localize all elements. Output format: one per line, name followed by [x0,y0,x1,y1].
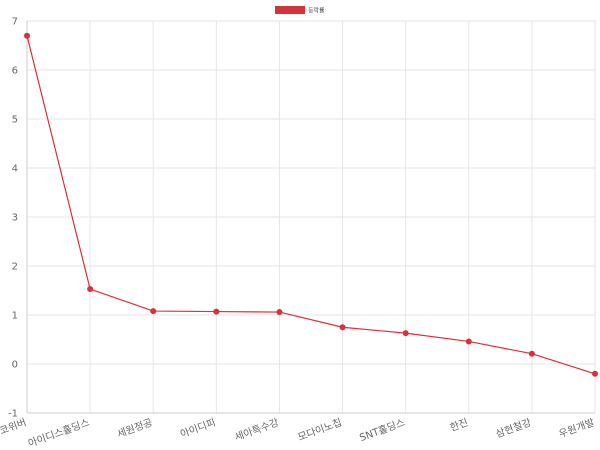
x-tick-label: 아이디피 [179,417,218,441]
data-point[interactable] [24,32,30,39]
data-point[interactable] [213,308,220,315]
y-tick-label: 2 [12,262,18,273]
y-tick-label: 7 [12,17,18,28]
x-tick-label: 모다이노칩 [296,417,343,444]
y-tick-label: 5 [12,115,18,126]
x-tick-label: 삼현철강 [494,417,533,441]
legend-label: 등락률 [308,7,325,15]
legend-swatch [275,6,305,14]
series-group [24,32,598,377]
legend[interactable]: 등락률 [275,6,325,15]
y-tick-label: 1 [12,311,18,322]
data-point[interactable] [465,338,472,345]
y-axis: -1 0 1 2 3 4 5 6 7 [8,17,28,420]
x-tick-label: 한진 [448,417,469,435]
data-point[interactable] [276,309,283,316]
y-tick-label: 3 [12,213,18,224]
grid-lines [26,20,596,414]
data-point[interactable] [339,324,346,331]
data-point[interactable] [87,286,94,293]
x-tick-label: 우원개발 [557,417,596,441]
series-line [26,35,596,375]
data-point[interactable] [402,330,409,337]
y-tick-label: -1 [8,409,18,420]
x-tick-label: 세원정공 [116,417,155,441]
y-tick-label: 0 [12,360,18,371]
data-point[interactable] [528,350,535,357]
y-tick-label: 4 [12,164,18,175]
x-tick-label: SNT홀딩스 [358,416,407,444]
data-point[interactable] [150,308,157,315]
data-point[interactable] [592,370,598,377]
y-tick-label: 6 [12,66,18,77]
x-tick-label: 아이디스홀딩스 [26,416,91,450]
x-tick-label: 세아특수강 [233,417,280,444]
